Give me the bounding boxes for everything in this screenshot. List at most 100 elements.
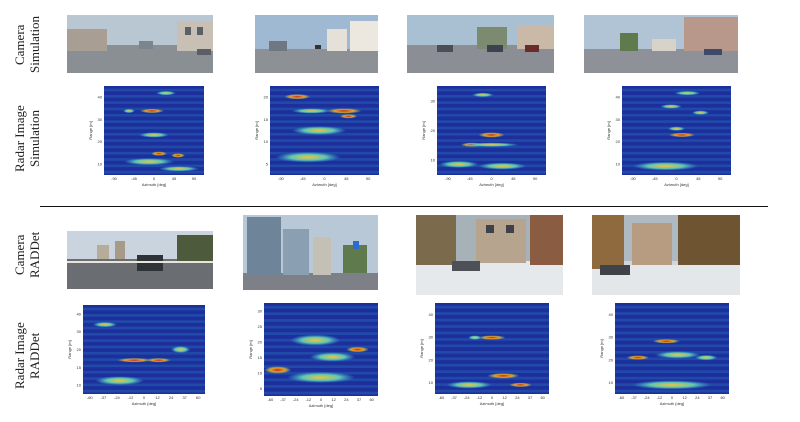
radar-return-blob	[660, 104, 682, 109]
x-tick-label: 45	[344, 176, 349, 181]
heatmap-svg: -90 -45 0 45 90 30 20 10 Azimuth [deg] Range [m]	[421, 86, 546, 187]
radar-return-blob	[171, 153, 185, 158]
heatmap-streak	[622, 120, 731, 123]
heatmap-streak	[622, 101, 731, 104]
heatmap-streak	[435, 389, 549, 393]
y-axis-label: Range [m]	[254, 121, 259, 139]
heatmap-streak	[83, 389, 205, 393]
x-tick-label: -12	[656, 395, 663, 400]
y-tick-label: 5	[260, 386, 263, 391]
radar-return-blob	[632, 161, 699, 171]
heatmap-streak	[104, 170, 204, 174]
y-tick-label: 15	[264, 117, 269, 122]
heatmap-streak	[104, 139, 204, 142]
x-tick-label: -12	[128, 395, 135, 400]
y-axis-label: Range [m]	[88, 121, 93, 139]
heatmap-background	[435, 303, 549, 394]
heatmap-streak	[83, 370, 205, 374]
heatmap-streak	[435, 350, 549, 354]
camera-sim-photo-4	[584, 15, 738, 73]
radar-raddet-panel-1: -60 -37 -24 -12 0 12 24 37 60 40 30 20 15 10 Azimuth […	[67, 303, 207, 406]
heatmap-streak	[437, 170, 546, 174]
heatmap-svg: -60 -37 -24 -12 0 12 24 37 60 40 30 20 10 Azimuth [de…	[599, 303, 729, 406]
y-tick-label: 30	[258, 308, 263, 313]
x-tick-label: -45	[300, 176, 307, 181]
x-tick-label: 60	[540, 395, 545, 400]
x-tick-label: 37	[708, 395, 713, 400]
heatmap-streak	[270, 145, 379, 149]
heatmap-streak	[437, 120, 546, 123]
x-tick-label: 24	[695, 395, 700, 400]
heatmap-streak	[83, 326, 205, 330]
x-tick-label: -37	[100, 395, 107, 400]
heatmap-streak	[622, 94, 731, 98]
radar-return-blob	[509, 382, 532, 388]
heatmap-streak	[615, 376, 729, 380]
radar-return-blob	[691, 110, 710, 115]
heatmap-streak	[104, 88, 204, 92]
heatmap-streak	[435, 318, 549, 322]
heatmap-background	[437, 86, 546, 175]
heatmap-streak	[104, 145, 204, 149]
y-tick-label: 30	[429, 335, 434, 340]
x-tick-label: -24	[293, 397, 300, 402]
radar-raddet-panel-4: -60 -37 -24 -12 0 12 24 37 60 40 30 20 10 Azimuth [de…	[599, 301, 731, 406]
x-axis-label: Azimuth [deg]	[479, 182, 503, 187]
radar-return-blob	[652, 339, 680, 344]
heatmap-streak	[264, 385, 378, 388]
radar-return-blob	[626, 355, 650, 360]
heatmap-streak	[104, 120, 204, 123]
radar-sim-panel-4: -90 -45 0 45 90 40 30 20 10 Azimuth [deg] Range [m…	[606, 84, 733, 187]
y-axis-label: Range [m]	[67, 340, 72, 358]
x-axis-label: Azimuth [deg]	[309, 403, 333, 408]
y-tick-label: 25	[258, 324, 263, 329]
section-divider	[40, 206, 768, 208]
row-label-camera-simulation: Camera Simulation	[12, 15, 42, 74]
y-tick-label: 40	[609, 312, 614, 317]
x-tick-label: -45	[131, 176, 138, 181]
heatmap-streak	[615, 318, 729, 322]
radar-return-blob	[654, 351, 701, 359]
y-tick-label: 40	[77, 311, 82, 316]
y-tick-label: 15	[77, 365, 82, 370]
x-tick-label: -60	[618, 395, 625, 400]
x-axis-label: Azimuth [deg]	[132, 401, 156, 406]
radar-return-blob	[284, 94, 311, 100]
heatmap-streak	[435, 344, 549, 348]
radar-return-blob	[339, 114, 358, 119]
radar-return-blob	[264, 366, 292, 374]
heatmap-streak	[104, 101, 204, 104]
x-tick-label: 37	[357, 397, 362, 402]
row-label-radar-simulation: Radar Image Simulation	[12, 105, 42, 172]
heatmap-streak	[437, 126, 546, 130]
heatmap-streak	[270, 101, 379, 104]
y-axis-label: Range [m]	[421, 121, 426, 139]
x-tick-label: 0	[143, 395, 146, 400]
radar-return-blob	[291, 126, 347, 135]
x-tick-label: -24	[114, 395, 121, 400]
x-tick-label: -90	[278, 176, 285, 181]
heatmap-streak	[615, 312, 729, 315]
y-tick-label: 30	[98, 117, 103, 122]
y-tick-label: 10	[609, 380, 614, 385]
radar-return-blob	[667, 126, 686, 131]
heatmap-streak	[264, 318, 378, 322]
x-axis-label: Azimuth [deg]	[142, 182, 166, 187]
heatmap-streak	[83, 320, 205, 323]
heatmap-streak	[435, 363, 549, 367]
x-tick-label: 12	[155, 395, 160, 400]
heatmap-background	[615, 303, 729, 394]
x-tick-label: 60	[720, 395, 725, 400]
heatmap-streak	[270, 139, 379, 142]
x-tick-label: 24	[515, 395, 520, 400]
radar-return-blob	[290, 334, 341, 346]
radar-return-blob	[326, 108, 362, 114]
x-tick-label: 60	[369, 397, 374, 402]
radar-return-blob	[346, 346, 369, 353]
heatmap-streak	[83, 339, 205, 342]
radar-raddet-panel-3: -60 -37 -24 -12 0 12 24 37 60 40 30 20 10 Azimuth [de…	[419, 301, 551, 406]
y-tick-label: 30	[431, 98, 436, 103]
heatmap-streak	[615, 344, 729, 348]
heatmap-streak	[622, 113, 731, 117]
radar-return-blob	[439, 160, 479, 168]
